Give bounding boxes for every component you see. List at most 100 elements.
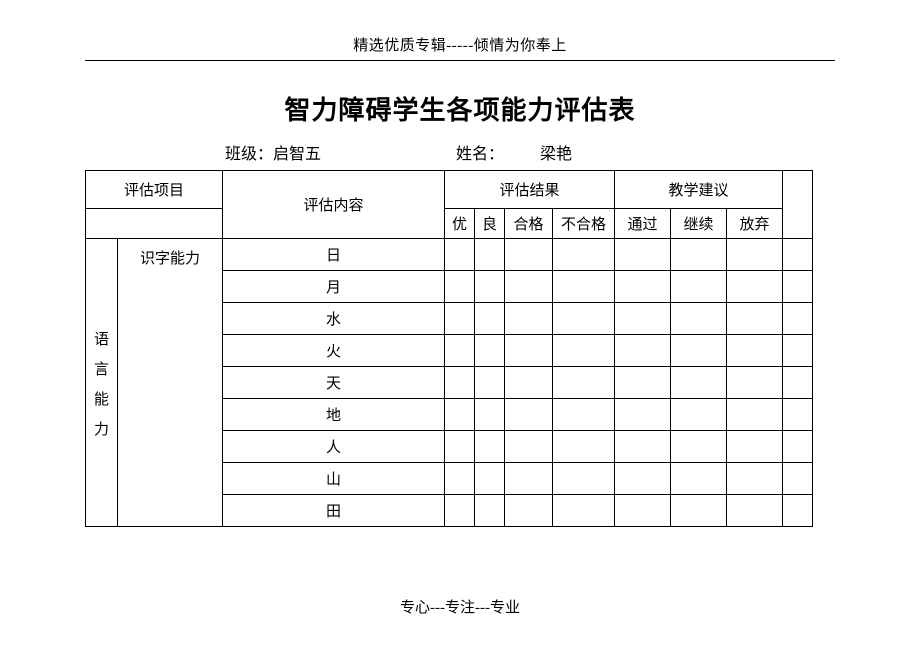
cell <box>505 431 553 463</box>
cell <box>505 367 553 399</box>
page-footer: 专心---专注---专业 <box>0 596 920 617</box>
side-char: 力 <box>94 415 109 445</box>
content-cell: 日 <box>223 239 445 271</box>
content-cell: 火 <box>223 335 445 367</box>
cell <box>783 367 813 399</box>
cell <box>615 399 671 431</box>
cell <box>505 495 553 527</box>
cell <box>553 303 615 335</box>
class-value: 启智五 <box>273 146 321 163</box>
cell <box>615 367 671 399</box>
cell <box>615 303 671 335</box>
cell <box>445 303 475 335</box>
cell <box>445 431 475 463</box>
side-category: 语 言 能 力 <box>86 239 118 527</box>
cell <box>445 271 475 303</box>
cell <box>475 367 505 399</box>
name-label: 姓名： <box>456 146 504 163</box>
cell <box>445 367 475 399</box>
content-cell: 人 <box>223 431 445 463</box>
cell <box>671 367 727 399</box>
cell <box>475 239 505 271</box>
cell <box>445 495 475 527</box>
cell <box>553 271 615 303</box>
cell <box>671 463 727 495</box>
cell <box>553 399 615 431</box>
name-value: 梁艳 <box>540 146 572 163</box>
cell <box>445 239 475 271</box>
cell <box>475 495 505 527</box>
cell <box>783 463 813 495</box>
cell <box>475 335 505 367</box>
cell <box>615 495 671 527</box>
cell <box>783 431 813 463</box>
content-cell: 地 <box>223 399 445 431</box>
side-char: 语 <box>94 325 109 355</box>
cell <box>505 335 553 367</box>
cell <box>505 463 553 495</box>
col-result-buhege: 不合格 <box>553 209 615 239</box>
cell <box>553 367 615 399</box>
cell <box>475 399 505 431</box>
col-sugg-jixu: 继续 <box>671 209 727 239</box>
cell <box>783 303 813 335</box>
cell <box>783 271 813 303</box>
cell <box>553 495 615 527</box>
cell <box>783 399 813 431</box>
cell <box>445 463 475 495</box>
page-title: 智力障碍学生各项能力评估表 <box>0 90 920 127</box>
cell <box>783 495 813 527</box>
cell <box>727 367 783 399</box>
cell <box>615 463 671 495</box>
col-tail <box>783 171 813 239</box>
cell <box>615 271 671 303</box>
cell <box>671 431 727 463</box>
cell <box>505 239 553 271</box>
page-header: 精选优质专辑-----倾情为你奉上 <box>100 34 820 55</box>
cell <box>615 431 671 463</box>
cell <box>727 399 783 431</box>
assessment-table: 评估项目 评估内容 评估结果 教学建议 优 良 合格 不合格 通过 继续 放弃 … <box>85 170 813 527</box>
cell <box>671 303 727 335</box>
cell <box>475 431 505 463</box>
content-cell: 月 <box>223 271 445 303</box>
cell <box>475 303 505 335</box>
class-label: 班级： <box>225 146 273 163</box>
cell <box>553 239 615 271</box>
col-result: 评估结果 <box>445 171 615 209</box>
col-result-hege: 合格 <box>505 209 553 239</box>
cell <box>445 335 475 367</box>
cell <box>671 335 727 367</box>
cell <box>445 399 475 431</box>
content-cell: 水 <box>223 303 445 335</box>
col-result-liang: 良 <box>475 209 505 239</box>
cell <box>505 303 553 335</box>
col-content: 评估内容 <box>223 171 445 239</box>
cell <box>671 271 727 303</box>
cell <box>553 463 615 495</box>
content-cell: 天 <box>223 367 445 399</box>
cell <box>727 495 783 527</box>
cell <box>615 239 671 271</box>
side-char: 能 <box>94 385 109 415</box>
cell <box>727 431 783 463</box>
cell <box>727 335 783 367</box>
cell <box>727 239 783 271</box>
content-cell: 山 <box>223 463 445 495</box>
cell <box>727 463 783 495</box>
col-project: 评估项目 <box>86 171 223 209</box>
cell <box>553 335 615 367</box>
info-line: 班级：启智五 姓名： 梁艳 <box>225 140 572 164</box>
cell <box>505 271 553 303</box>
cell <box>783 239 813 271</box>
cell <box>505 399 553 431</box>
cell <box>671 495 727 527</box>
cell <box>783 335 813 367</box>
col-result-you: 优 <box>445 209 475 239</box>
cell <box>615 335 671 367</box>
col-sugg-fangqi: 放弃 <box>727 209 783 239</box>
cell <box>553 431 615 463</box>
content-cell: 田 <box>223 495 445 527</box>
cell <box>671 239 727 271</box>
cell <box>671 399 727 431</box>
